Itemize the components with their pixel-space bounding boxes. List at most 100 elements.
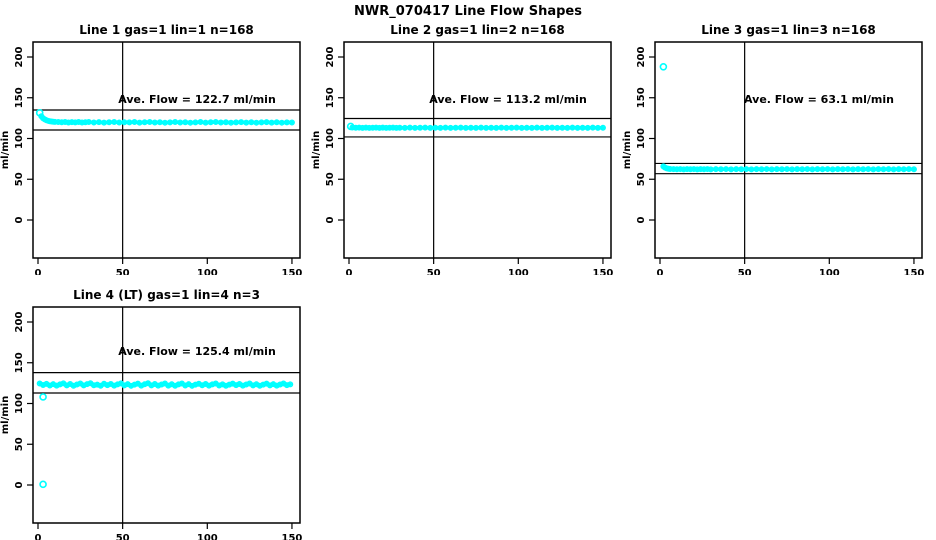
data-point bbox=[55, 119, 62, 126]
data-point bbox=[104, 382, 111, 389]
data-point bbox=[192, 381, 199, 388]
data-point bbox=[158, 381, 165, 388]
y-tick-label: 200 bbox=[636, 47, 647, 68]
x-tick-label: 150 bbox=[282, 533, 303, 540]
x-tick-label: 50 bbox=[427, 268, 441, 275]
x-tick-label: 0 bbox=[346, 268, 353, 275]
x-tick-label: 0 bbox=[35, 268, 42, 275]
ave-flow-annotation-line4: Ave. Flow = 125.4 ml/min bbox=[118, 345, 276, 358]
data-point bbox=[75, 119, 82, 126]
data-point bbox=[383, 124, 390, 131]
data-point bbox=[239, 382, 246, 389]
panel-title-line1: Line 1 gas=1 lin=1 n=168 bbox=[79, 23, 254, 37]
outlier-point bbox=[346, 122, 355, 131]
data-point bbox=[376, 124, 383, 131]
panel-line4: 0 50 100 150 0 50 100 150 200 ml/min Line 4 (LT) … bbox=[0, 285, 311, 540]
data-point bbox=[80, 382, 87, 389]
data-point bbox=[209, 381, 216, 388]
x-tick-label: 0 bbox=[35, 533, 42, 540]
data-point bbox=[667, 165, 674, 172]
panel-title-line3: Line 3 gas=1 lin=3 n=168 bbox=[701, 23, 876, 37]
outlier-point bbox=[35, 109, 44, 117]
outlier-point bbox=[659, 62, 668, 71]
x-tick-label: 50 bbox=[738, 268, 752, 275]
data-point bbox=[386, 124, 393, 131]
data-point bbox=[141, 381, 148, 388]
data-point bbox=[684, 166, 691, 173]
plot-box bbox=[32, 41, 301, 259]
data-point bbox=[53, 382, 60, 389]
ave-flow-annotation-line2: Ave. Flow = 113.2 ml/min bbox=[429, 93, 587, 106]
plot-box bbox=[654, 41, 923, 259]
outlier-point bbox=[39, 480, 47, 489]
y-axis-label: ml/min bbox=[311, 131, 322, 169]
line4-plot: 0 50 100 150 0 50 100 150 200 ml/min bbox=[0, 306, 303, 540]
data-point bbox=[57, 381, 64, 388]
data-point bbox=[233, 382, 240, 389]
x-tick-label: 100 bbox=[819, 268, 840, 275]
data-point bbox=[189, 382, 196, 389]
figure-title: NWR_070417 Line Flow Shapes bbox=[354, 4, 582, 19]
panel-title-line2: Line 2 gas=1 lin=2 n=168 bbox=[390, 23, 565, 37]
y-axis-label: ml/min bbox=[622, 131, 633, 169]
line1-plot: 0 50 100 150 0 50 100 150 200 ml/min bbox=[0, 41, 303, 275]
data-point bbox=[51, 118, 58, 125]
data-point bbox=[243, 381, 250, 388]
y-tick-label: 150 bbox=[636, 87, 647, 108]
outlier-point bbox=[39, 393, 47, 401]
data-point bbox=[273, 382, 280, 389]
data-point bbox=[131, 381, 138, 388]
y-tick-label: 0 bbox=[325, 216, 336, 223]
panel-line3: 0 50 100 150 0 50 100 150 200 ml/min Line 3 gas=1… bbox=[622, 20, 933, 275]
x-tick-label: 150 bbox=[282, 268, 303, 275]
data-point bbox=[288, 119, 295, 126]
data-point bbox=[226, 381, 233, 388]
data-point bbox=[677, 166, 684, 173]
x-tick-label: 100 bbox=[197, 533, 218, 540]
data-point bbox=[277, 381, 284, 388]
ave-flow-annotation-line1: Ave. Flow = 122.7 ml/min bbox=[118, 93, 276, 106]
data-point bbox=[379, 124, 386, 131]
y-tick-label: 0 bbox=[14, 216, 25, 223]
data-point bbox=[680, 166, 687, 173]
x-tick-label: 100 bbox=[197, 268, 218, 275]
x-tick-label: 0 bbox=[657, 268, 664, 275]
data-point bbox=[65, 119, 72, 126]
y-tick-label: 50 bbox=[14, 172, 25, 186]
data-point bbox=[79, 119, 86, 126]
data-point bbox=[390, 124, 397, 131]
data-point bbox=[701, 166, 708, 173]
data-point bbox=[670, 166, 677, 173]
y-tick-label: 100 bbox=[636, 128, 647, 149]
y-tick-label: 50 bbox=[14, 437, 25, 451]
data-point bbox=[599, 124, 606, 131]
x-tick-label: 150 bbox=[593, 268, 614, 275]
data-point bbox=[62, 118, 69, 125]
data-point bbox=[356, 124, 363, 131]
y-tick-label: 50 bbox=[325, 172, 336, 186]
y-axis-label: ml/min bbox=[0, 131, 11, 169]
y-tick-label: 100 bbox=[14, 393, 25, 414]
data-point bbox=[697, 166, 704, 173]
y-tick-label: 200 bbox=[14, 312, 25, 333]
y-tick-label: 100 bbox=[325, 128, 336, 149]
data-point bbox=[68, 119, 75, 126]
panel-title-line4: Line 4 (LT) gas=1 lin=4 n=3 bbox=[73, 288, 260, 302]
data-point bbox=[128, 382, 135, 389]
y-tick-label: 200 bbox=[14, 47, 25, 68]
data-point bbox=[283, 382, 290, 389]
data-point bbox=[373, 124, 380, 131]
data-point bbox=[910, 166, 917, 173]
y-tick-label: 0 bbox=[636, 216, 647, 223]
data-point bbox=[362, 124, 369, 131]
data-point bbox=[250, 382, 257, 389]
data-point bbox=[260, 381, 267, 388]
data-point bbox=[216, 382, 223, 389]
data-point bbox=[694, 166, 701, 173]
x-tick-label: 100 bbox=[508, 268, 529, 275]
line3-plot: 0 50 100 150 0 50 100 150 200 ml/min bbox=[622, 41, 924, 275]
data-point bbox=[690, 166, 697, 173]
data-point bbox=[73, 381, 80, 388]
data-point bbox=[82, 119, 89, 126]
